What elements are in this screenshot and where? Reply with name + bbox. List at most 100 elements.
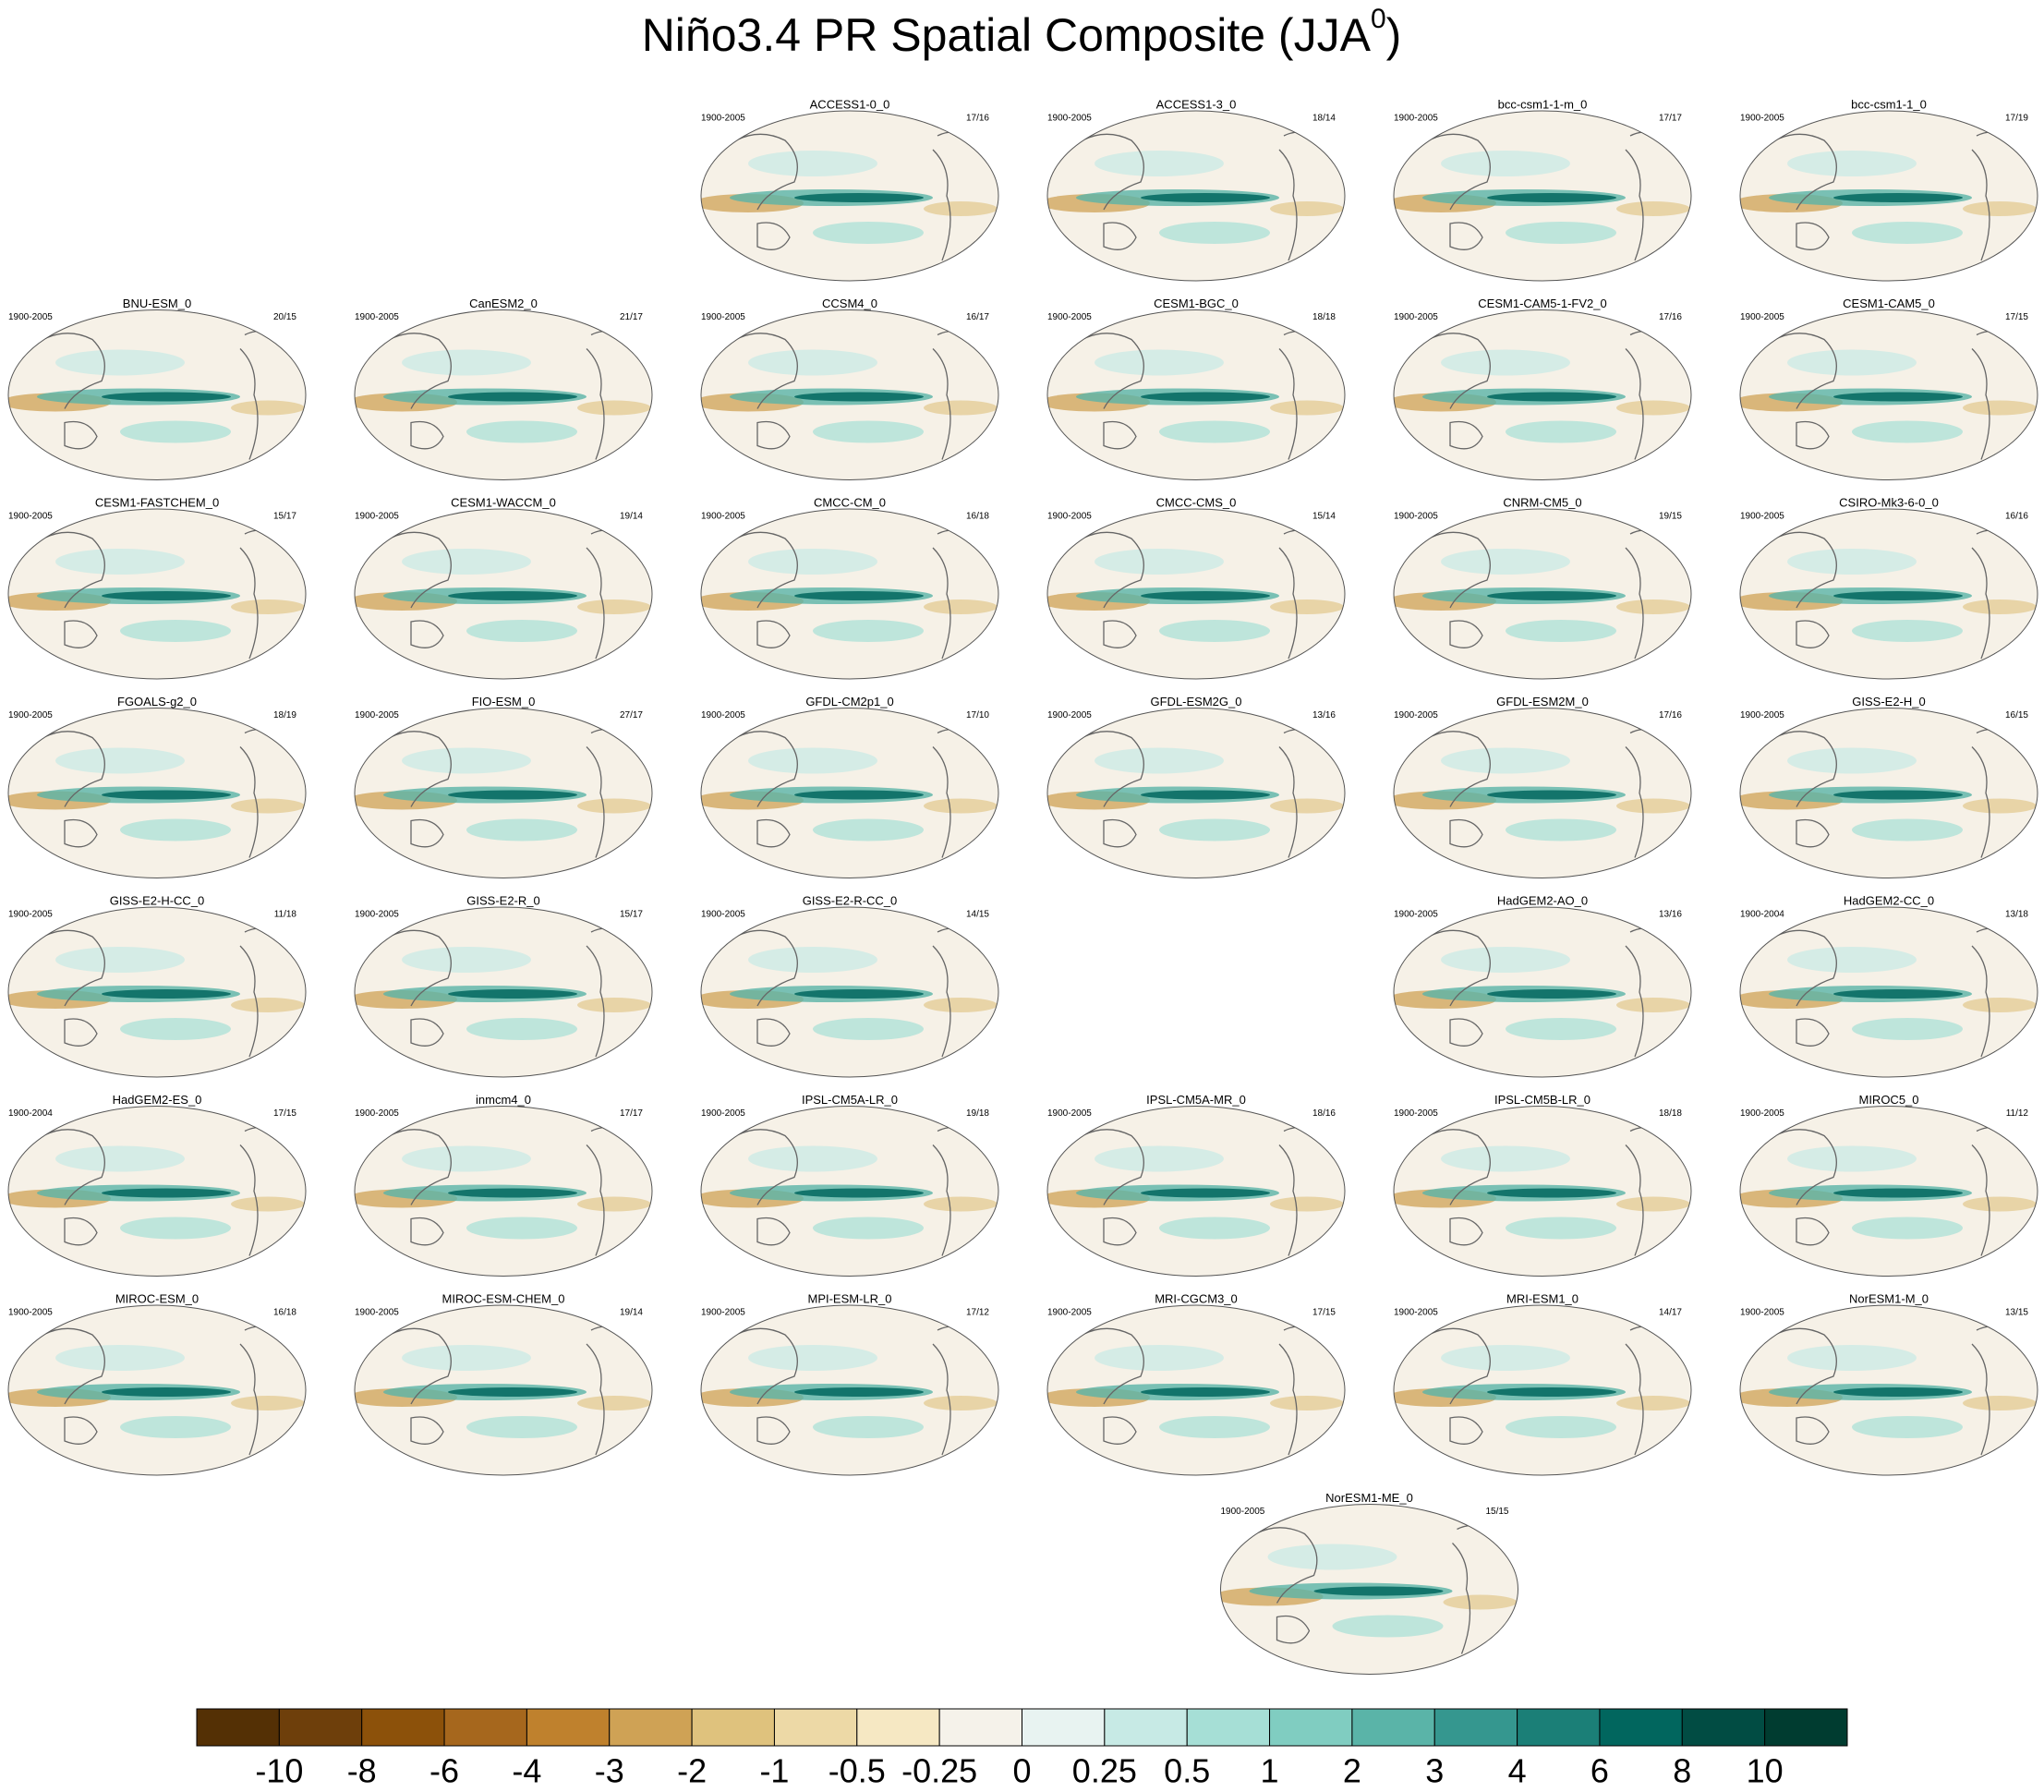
anomaly-blob	[1963, 798, 2037, 814]
anomaly-blob	[794, 790, 924, 800]
anomaly-blob	[577, 998, 651, 1012]
map-panel: FIO-ESM_0 1900-2005 27/17	[354, 695, 653, 878]
map-panel: HadGEM2-CC_0 1900-2004 13/18	[1739, 893, 2038, 1078]
map-panel: FGOALS-g2_0 1900-2005 18/19	[7, 695, 307, 878]
map-border	[1393, 708, 1692, 878]
colorbar-box	[1351, 1708, 1435, 1747]
map-field	[1740, 1326, 2037, 1456]
coastline	[1749, 529, 2014, 660]
panel-period: 1900-2005	[1394, 1108, 1438, 1119]
anomaly-blob	[1270, 599, 1344, 614]
coastline	[18, 330, 283, 460]
coastline	[18, 728, 283, 858]
map-border	[1393, 110, 1692, 282]
map-field	[8, 529, 305, 660]
panel-period: 1900-2005	[1047, 512, 1092, 522]
panel-count: 15/15	[1485, 1507, 1508, 1517]
panel-title: CESM1-CAM5-1-FV2_0	[1478, 297, 1606, 310]
anomaly-blob	[577, 798, 651, 814]
panel-count: 17/12	[966, 1308, 989, 1318]
panel-count: 18/18	[1312, 312, 1336, 322]
coastline	[18, 1326, 283, 1456]
panel-count: 21/17	[620, 312, 643, 322]
map-field	[1740, 927, 2037, 1058]
anomaly-blob	[55, 549, 185, 575]
anomaly-blob	[1506, 818, 1616, 842]
panel-period: 1900-2005	[1740, 1108, 1784, 1119]
map-border	[1220, 1504, 1518, 1675]
anomaly-blob	[1270, 798, 1344, 814]
panel-title: GFDL-ESM2M_0	[1496, 695, 1589, 708]
anomaly-blob	[794, 392, 924, 402]
map-panel: CESM1-BGC_0 1900-2005 18/18	[1046, 297, 1346, 480]
coastline	[1403, 330, 1668, 460]
coastline	[364, 1326, 629, 1456]
panel-period: 1900-2005	[1394, 710, 1438, 720]
map-field	[1740, 131, 2037, 261]
anomaly-blob	[924, 1196, 998, 1212]
anomaly-blob	[448, 1188, 577, 1198]
anomaly-blob	[1787, 747, 1917, 774]
panel-period: 1900-2005	[355, 1108, 399, 1119]
coastline	[364, 529, 629, 660]
panel-count: 17/16	[1659, 312, 1682, 322]
anomaly-blob	[1141, 790, 1270, 800]
coastline	[364, 330, 629, 460]
panel-count: 15/17	[273, 512, 296, 522]
anomaly-blob	[748, 947, 877, 973]
map-border	[7, 1304, 307, 1476]
anomaly-blob	[1332, 1615, 1444, 1638]
coastline	[1230, 1524, 1494, 1654]
colorbar-label: 0.25	[1072, 1752, 1137, 1790]
colorbar-label: -6	[429, 1752, 459, 1790]
anomaly-blob	[748, 549, 877, 575]
map-panel: IPSL-CM5A-LR_0 1900-2005 19/18	[700, 1093, 999, 1277]
colorbar-box	[1186, 1708, 1271, 1747]
anomaly-blob	[813, 818, 924, 842]
map-border	[1393, 1106, 1692, 1277]
colorbar-box	[443, 1708, 527, 1747]
map-field	[8, 1126, 305, 1256]
anomaly-blob	[813, 1416, 924, 1438]
anomaly-blob	[102, 1387, 231, 1397]
panel-count: 16/15	[2005, 710, 2028, 720]
anomaly-blob	[231, 798, 305, 814]
map-border	[1046, 110, 1346, 282]
panel-title: BNU-ESM_0	[123, 297, 191, 310]
map-border	[700, 1304, 999, 1476]
anomaly-blob	[1963, 1196, 2037, 1212]
panel-period: 1900-2005	[1047, 1108, 1092, 1119]
panel-title: MRI-CGCM3_0	[1155, 1291, 1238, 1305]
map-field	[8, 927, 305, 1058]
anomaly-blob	[102, 790, 231, 800]
anomaly-blob	[55, 349, 185, 376]
panel-title: ACCESS1-0_0	[810, 97, 890, 111]
panel-period: 1900-2005	[701, 1108, 745, 1119]
panel-title: MRI-ESM1_0	[1506, 1291, 1578, 1305]
map-panel: HadGEM2-AO_0 1900-2005 13/16	[1393, 893, 1692, 1078]
anomaly-blob	[120, 620, 231, 642]
map-panel: MIROC5_0 1900-2005 11/12	[1739, 1093, 2038, 1277]
coastline	[1403, 1326, 1668, 1456]
map-field	[355, 529, 651, 660]
map-border	[1739, 906, 2038, 1078]
colorbar-box	[856, 1708, 940, 1747]
panel-period: 1900-2005	[1221, 1507, 1265, 1517]
panel-period: 1900-2005	[1740, 1308, 1784, 1318]
map-border	[354, 708, 653, 878]
anomaly-blob	[794, 989, 924, 999]
map-border	[1739, 110, 2038, 282]
anomaly-blob	[102, 591, 231, 600]
panel-period: 1900-2005	[8, 312, 53, 322]
anomaly-blob	[1616, 201, 1690, 216]
map-field	[8, 728, 305, 858]
panel-title: NorESM1-M_0	[1849, 1291, 1929, 1305]
anomaly-blob	[577, 1396, 651, 1411]
anomaly-blob	[748, 1145, 877, 1172]
anomaly-blob	[1487, 790, 1616, 800]
map-border	[1739, 1304, 2038, 1476]
panel-title: CanESM2_0	[469, 297, 538, 310]
colorbar-box	[1433, 1708, 1518, 1747]
anomaly-blob	[1616, 1196, 1690, 1212]
coastline	[1057, 1126, 1322, 1256]
